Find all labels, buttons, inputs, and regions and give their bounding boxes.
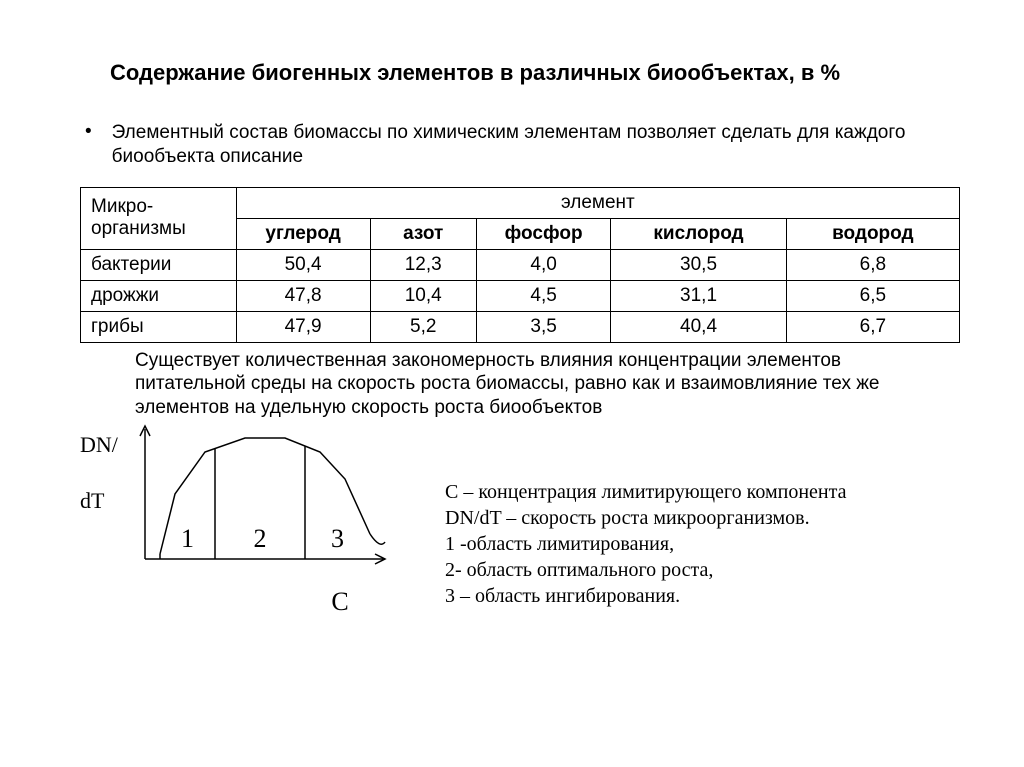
cell: 10,4 bbox=[370, 280, 476, 311]
bullet-marker: • bbox=[85, 121, 92, 144]
legend-line: 1 -область лимитирования, bbox=[445, 531, 846, 557]
row-label: грибы bbox=[81, 311, 237, 342]
paragraph-2: Существует количественная закономерность… bbox=[135, 349, 955, 420]
page-title: Содержание биогенных элементов в различн… bbox=[110, 60, 964, 86]
cell: 3,5 bbox=[476, 311, 610, 342]
legend-line: 2- область оптимального роста, bbox=[445, 557, 846, 583]
growth-curve-chart: 1 2 3 bbox=[135, 424, 395, 584]
chart-legend: С – концентрация лимитирующего компонент… bbox=[445, 479, 846, 609]
col-carbon: углерод bbox=[236, 218, 370, 249]
cell: 47,9 bbox=[236, 311, 370, 342]
cell: 30,5 bbox=[611, 249, 786, 280]
cell: 40,4 bbox=[611, 311, 786, 342]
y-axis-label: DN/ dT bbox=[80, 424, 135, 544]
cell: 4,5 bbox=[476, 280, 610, 311]
cell: 31,1 bbox=[611, 280, 786, 311]
cell: 47,8 bbox=[236, 280, 370, 311]
legend-line: С – концентрация лимитирующего компонент… bbox=[445, 479, 846, 505]
table-row: бактерии 50,4 12,3 4,0 30,5 6,8 bbox=[81, 249, 960, 280]
cell: 12,3 bbox=[370, 249, 476, 280]
x-axis-label: C bbox=[265, 587, 415, 617]
cell: 50,4 bbox=[236, 249, 370, 280]
legend-line: 3 – область ингибирования. bbox=[445, 583, 846, 609]
col-phosphor: фосфор bbox=[476, 218, 610, 249]
svg-text:2: 2 bbox=[254, 524, 267, 553]
row-label: дрожжи bbox=[81, 280, 237, 311]
table-corner: Микро- организмы bbox=[81, 187, 237, 249]
col-hydrogen: водород bbox=[786, 218, 959, 249]
table-row: дрожжи 47,8 10,4 4,5 31,1 6,5 bbox=[81, 280, 960, 311]
table-group-header: элемент bbox=[236, 187, 959, 218]
cell: 6,7 bbox=[786, 311, 959, 342]
table-row: грибы 47,9 5,2 3,5 40,4 6,7 bbox=[81, 311, 960, 342]
bullet-item: • Элементный состав биомассы по химическ… bbox=[80, 121, 964, 169]
cell: 6,5 bbox=[786, 280, 959, 311]
svg-text:1: 1 bbox=[181, 524, 194, 553]
cell: 4,0 bbox=[476, 249, 610, 280]
cell: 5,2 bbox=[370, 311, 476, 342]
col-nitrogen: азот bbox=[370, 218, 476, 249]
legend-line: DN/dT – скорость роста микроорганизмов. bbox=[445, 505, 846, 531]
bullet-text: Элементный состав биомассы по химическим… bbox=[112, 121, 964, 169]
row-label: бактерии bbox=[81, 249, 237, 280]
col-oxygen: кислород bbox=[611, 218, 786, 249]
cell: 6,8 bbox=[786, 249, 959, 280]
elements-table: Микро- организмы элемент углерод азот фо… bbox=[80, 187, 960, 343]
svg-text:3: 3 bbox=[331, 524, 344, 553]
